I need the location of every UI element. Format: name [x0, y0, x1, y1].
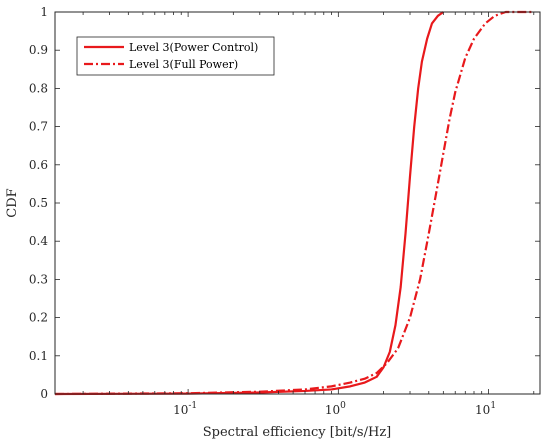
x-tick-label-0: 10-1 — [173, 401, 197, 417]
y-tick-label-10: 1 — [40, 5, 48, 19]
x-axis-label: Spectral efficiency [bit/s/Hz] — [203, 425, 392, 440]
y-tick-label-9: 0.9 — [29, 43, 48, 57]
y-tick-label-8: 0.8 — [29, 81, 48, 95]
y-tick-label-4: 0.4 — [29, 234, 48, 248]
y-axis-label: CDF — [5, 188, 20, 217]
y-tick-label-2: 0.2 — [29, 311, 48, 325]
series-line-0 — [54, 11, 444, 396]
y-tick-label-0: 0 — [40, 387, 48, 401]
x-tick-label-2: 101 — [475, 401, 496, 417]
series-layer — [54, 10, 534, 396]
y-tick-label-6: 0.6 — [29, 158, 48, 172]
y-tick-label-3: 0.3 — [29, 272, 48, 286]
legend-entry-full-power: Level 3(Full Power) — [129, 58, 238, 71]
legend-box — [76, 36, 275, 76]
x-tick-label-1: 100 — [325, 401, 346, 417]
legend-entry-power-control: Level 3(Power Control) — [129, 41, 258, 54]
y-tick-label-5: 0.5 — [29, 196, 48, 210]
y-tick-label-7: 0.7 — [29, 120, 48, 134]
series-line-1 — [54, 10, 534, 396]
legend: Level 3(Power Control) Level 3(Full Powe… — [76, 36, 275, 76]
y-axis-ticks: 0 0.1 0.2 0.3 0.4 0.5 0.6 0.7 0.8 0.9 1 — [29, 5, 540, 401]
x-axis-ticks: 10-1 100 101 — [82, 12, 535, 417]
y-tick-label-1: 0.1 — [29, 349, 48, 363]
